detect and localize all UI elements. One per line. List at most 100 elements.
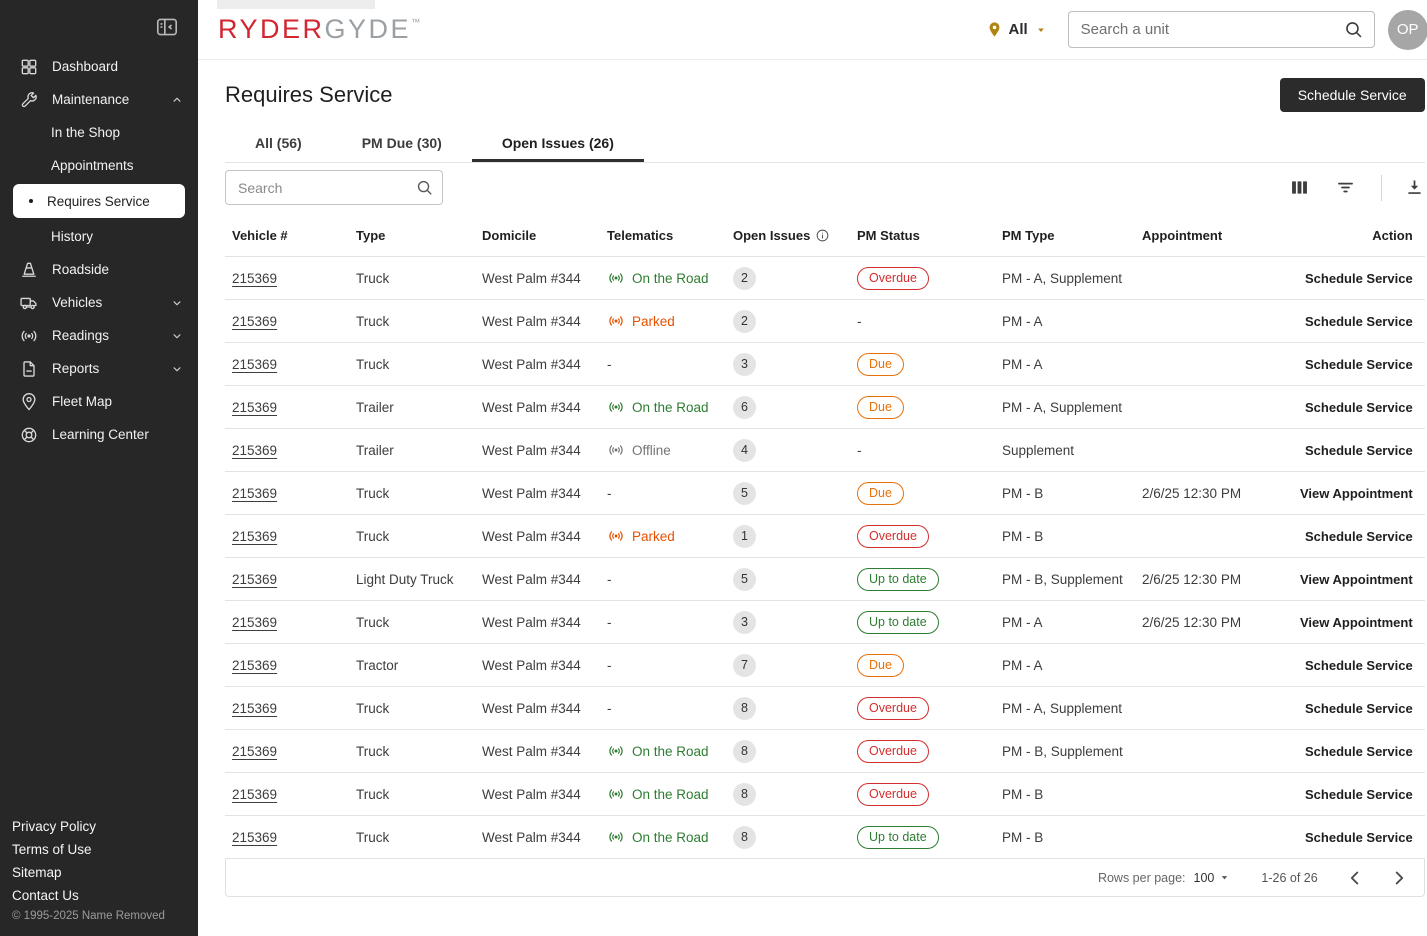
signal-icon — [19, 326, 39, 346]
table-row: 215369 Truck West Palm #344 Parked 1 Overdue P… — [225, 515, 1425, 558]
footer-link-terms-of-use[interactable]: Terms of Use — [12, 842, 92, 857]
vehicle-link[interactable]: 215369 — [232, 743, 278, 759]
sidebar-item-appointments[interactable]: Appointments — [0, 149, 198, 182]
rows-per-page-label: Rows per page: — [1097, 870, 1186, 885]
telematics-label: On the Road — [632, 270, 709, 286]
schedule-service-link[interactable]: Schedule Service — [1305, 270, 1413, 286]
info-icon[interactable] — [815, 228, 830, 243]
telematics-cell: - — [607, 485, 612, 501]
telematics-status: Parked — [607, 312, 675, 330]
footer-link-sitemap[interactable]: Sitemap — [12, 865, 62, 880]
telematics-status: On the Road — [607, 828, 709, 846]
view-appointment-link[interactable]: View Appointment — [1300, 485, 1413, 501]
sidebar-item-roadside[interactable]: Roadside — [0, 253, 198, 286]
schedule-service-link[interactable]: Schedule Service — [1305, 356, 1413, 372]
table-search-input[interactable] — [238, 179, 415, 196]
schedule-service-button[interactable]: Schedule Service — [1279, 78, 1425, 112]
sidebar-item-readings[interactable]: Readings — [0, 319, 198, 352]
pm-status-cell: Overdue — [850, 739, 995, 763]
view-appointment-link[interactable]: View Appointment — [1300, 614, 1413, 630]
vehicle-link[interactable]: 215369 — [232, 313, 278, 329]
vehicle-link[interactable]: 215369 — [232, 571, 278, 587]
pm-status-badge: Overdue — [857, 266, 929, 290]
schedule-service-link[interactable]: Schedule Service — [1305, 786, 1413, 802]
next-page-icon[interactable] — [1388, 867, 1410, 889]
dashboard-icon — [19, 57, 39, 77]
table-row: 215369 Tractor West Palm #344 - 7 Due PM - A Sc… — [225, 644, 1425, 687]
footer-link-privacy-policy[interactable]: Privacy Policy — [12, 819, 97, 834]
previous-page-icon[interactable] — [1344, 867, 1366, 889]
tab-pm-due[interactable]: PM Due (30) — [361, 134, 442, 151]
sidebar-item-vehicles[interactable]: Vehicles — [0, 286, 198, 319]
vehicle-link[interactable]: 215369 — [232, 356, 278, 372]
vehicle-link[interactable]: 215369 — [232, 399, 278, 415]
sidebar-item-label: Reports — [52, 361, 100, 376]
pm-type-cell: PM - B — [1002, 528, 1044, 544]
vehicle-link[interactable]: 215369 — [232, 700, 278, 716]
action-cell: Schedule Service — [1293, 787, 1425, 802]
vehicle-link[interactable]: 215369 — [232, 786, 278, 802]
telematics-status: Offline — [607, 441, 671, 459]
vehicle-link[interactable]: 215369 — [232, 485, 278, 501]
table-row: 215369 Truck West Palm #344 - 5 Due PM - B 2/6/… — [225, 472, 1425, 515]
schedule-service-link[interactable]: Schedule Service — [1305, 313, 1413, 329]
avatar[interactable]: OP — [1387, 9, 1427, 50]
chevron-down-icon — [170, 329, 184, 343]
vehicle-link[interactable]: 215369 — [232, 442, 278, 458]
sidebar-item-dashboard[interactable]: Dashboard — [0, 50, 198, 83]
sidebar-item-in-the-shop[interactable]: In the Shop — [0, 116, 198, 149]
vehicle-link[interactable]: 215369 — [232, 614, 278, 630]
vehicle-link[interactable]: 215369 — [232, 528, 278, 544]
schedule-service-link[interactable]: Schedule Service — [1305, 829, 1413, 845]
vehicle-link[interactable]: 215369 — [232, 270, 278, 286]
sidebar-item-history[interactable]: History — [0, 220, 198, 253]
tab-open-issues[interactable]: Open Issues (26) — [471, 126, 644, 162]
view-appointment-link[interactable]: View Appointment — [1300, 571, 1413, 587]
vehicle-link[interactable]: 215369 — [232, 829, 278, 845]
copyright-text: © 1995-2025 Name Removed — [12, 910, 165, 922]
column-header-pm-status: PM Status — [850, 228, 995, 243]
schedule-service-link[interactable]: Schedule Service — [1305, 399, 1413, 415]
sidebar-item-label: Requires Service — [47, 193, 150, 209]
action-cell: View Appointment — [1293, 615, 1425, 630]
action-cell: Schedule Service — [1293, 443, 1425, 458]
schedule-service-link[interactable]: Schedule Service — [1305, 743, 1413, 759]
vehicle-link[interactable]: 215369 — [232, 657, 278, 673]
collapse-sidebar-icon[interactable] — [154, 14, 180, 40]
sidebar-item-requires-service[interactable]: Requires Service — [13, 184, 185, 218]
columns-icon[interactable] — [1289, 177, 1310, 198]
pm-status-cell: Due — [850, 481, 995, 505]
page-content: Requires Service Schedule Service All (5… — [198, 60, 1427, 897]
footer-link-contact-us[interactable]: Contact Us — [12, 888, 79, 903]
table-row: 215369 Truck West Palm #344 - 8 Overdue PM - A… — [225, 687, 1425, 730]
unit-search-input[interactable] — [1080, 21, 1343, 38]
vehicle-cell: 215369 — [225, 357, 349, 372]
filter-icon[interactable] — [1335, 177, 1356, 198]
schedule-service-link[interactable]: Schedule Service — [1305, 442, 1413, 458]
schedule-service-link[interactable]: Schedule Service — [1305, 700, 1413, 716]
sidebar-item-reports[interactable]: Reports — [0, 352, 198, 385]
header-right: All OP — [986, 9, 1427, 50]
schedule-service-link[interactable]: Schedule Service — [1305, 657, 1413, 673]
table-row: 215369 Truck West Palm #344 Parked 2 - PM - A S… — [225, 300, 1425, 343]
rows-per-page-select[interactable]: 100 — [1194, 871, 1232, 885]
table-row: 215369 Trailer West Palm #344 Offline 4 - Supp… — [225, 429, 1425, 472]
telematics-cell: On the Road — [600, 785, 726, 803]
column-header-label: PM Status — [857, 228, 920, 243]
download-icon[interactable] — [1404, 177, 1425, 198]
pm-status-badge: Up to date — [857, 610, 939, 634]
tab-all[interactable]: All (56) — [255, 134, 302, 151]
location-selector[interactable]: All — [986, 21, 1048, 38]
table-row: 215369 Trailer West Palm #344 On the Road 6 D… — [225, 386, 1425, 429]
sidebar-item-maintenance[interactable]: Maintenance — [0, 83, 198, 116]
table-search-icon[interactable] — [415, 178, 434, 197]
vehicle-cell: 215369 — [225, 701, 349, 716]
open-issues-badge: 5 — [733, 567, 756, 591]
page-title: Requires Service — [225, 82, 393, 107]
sidebar-item-fleet-map[interactable]: Fleet Map — [0, 385, 198, 418]
search-icon[interactable] — [1343, 19, 1364, 40]
telematics-label: Parked — [632, 528, 675, 544]
telematics-label: Parked — [632, 313, 675, 329]
schedule-service-link[interactable]: Schedule Service — [1305, 528, 1413, 544]
sidebar-item-learning-center[interactable]: Learning Center — [0, 418, 198, 451]
